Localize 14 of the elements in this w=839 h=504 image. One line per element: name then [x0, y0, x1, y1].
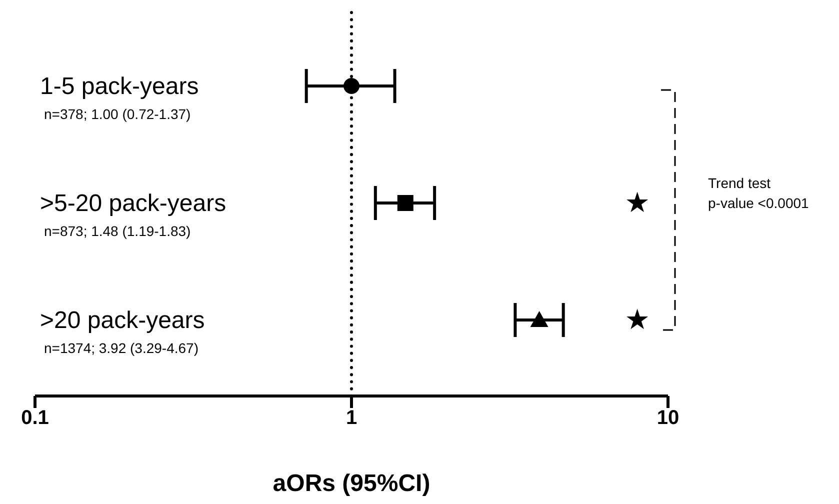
x-tick-label: 1 [346, 407, 358, 430]
text: p-value <0.0001 [708, 195, 810, 211]
x-axis-title: aORs (95%CI) [272, 470, 430, 497]
annotation: ★ [624, 302, 650, 336]
x-tick-label: 0.1 [21, 407, 49, 430]
text: n=378; 1.00 (0.72-1.37) [44, 106, 191, 122]
text: n=873; 1.48 (1.19-1.83) [44, 223, 191, 239]
y-tick-label: >5-20 pack-years [40, 190, 226, 217]
x-tick-label: 10 [656, 407, 680, 430]
text: Trend test [708, 175, 771, 191]
text: n=1374; 3.92 (3.29-4.67) [44, 340, 199, 356]
y-tick-label: 1-5 pack-years [40, 73, 199, 100]
y-tick-label: >20 pack-years [40, 306, 205, 334]
annotation: ★ [624, 186, 650, 219]
